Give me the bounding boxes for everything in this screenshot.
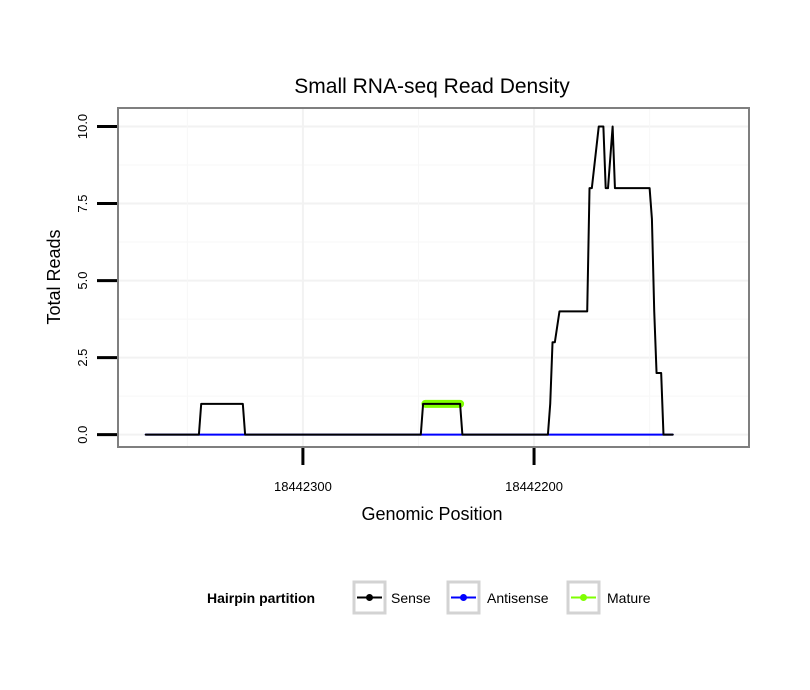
- chart-title: Small RNA-seq Read Density: [294, 75, 570, 98]
- legend-label-sense: Sense: [391, 590, 431, 606]
- series-layer: [144, 125, 674, 436]
- y-tick-label: 5.0: [75, 272, 90, 290]
- legend-dot-mature: [580, 594, 587, 601]
- y-axis: 0.0 2.5 5.0 7.5 10.0: [75, 114, 117, 444]
- plot-border: [117, 107, 750, 448]
- legend-item-antisense: Antisense: [446, 580, 549, 615]
- plot-panel: [118, 108, 749, 447]
- legend-item-mature: Mature: [566, 580, 651, 615]
- series-line-sense: [144, 125, 674, 436]
- x-axis-title: Genomic Position: [361, 504, 502, 524]
- x-tick-label: 18442200: [505, 479, 563, 494]
- legend-dot-antisense: [460, 594, 467, 601]
- legend-title: Hairpin partition: [207, 590, 315, 606]
- y-tick-label: 7.5: [75, 194, 90, 212]
- grid: [118, 108, 749, 447]
- legend: Hairpin partition Sense Antisense Mature: [207, 580, 651, 615]
- legend-label-antisense: Antisense: [487, 590, 549, 606]
- x-tick-label: 18442300: [274, 479, 332, 494]
- legend-label-mature: Mature: [607, 590, 651, 606]
- legend-dot-sense: [366, 594, 373, 601]
- legend-item-sense: Sense: [352, 580, 431, 615]
- y-tick-label: 10.0: [75, 114, 90, 139]
- y-axis-title: Total Reads: [44, 229, 64, 324]
- y-tick-label: 2.5: [75, 349, 90, 367]
- y-tick-label: 0.0: [75, 426, 90, 444]
- x-axis: 18442300 18442200: [274, 448, 563, 494]
